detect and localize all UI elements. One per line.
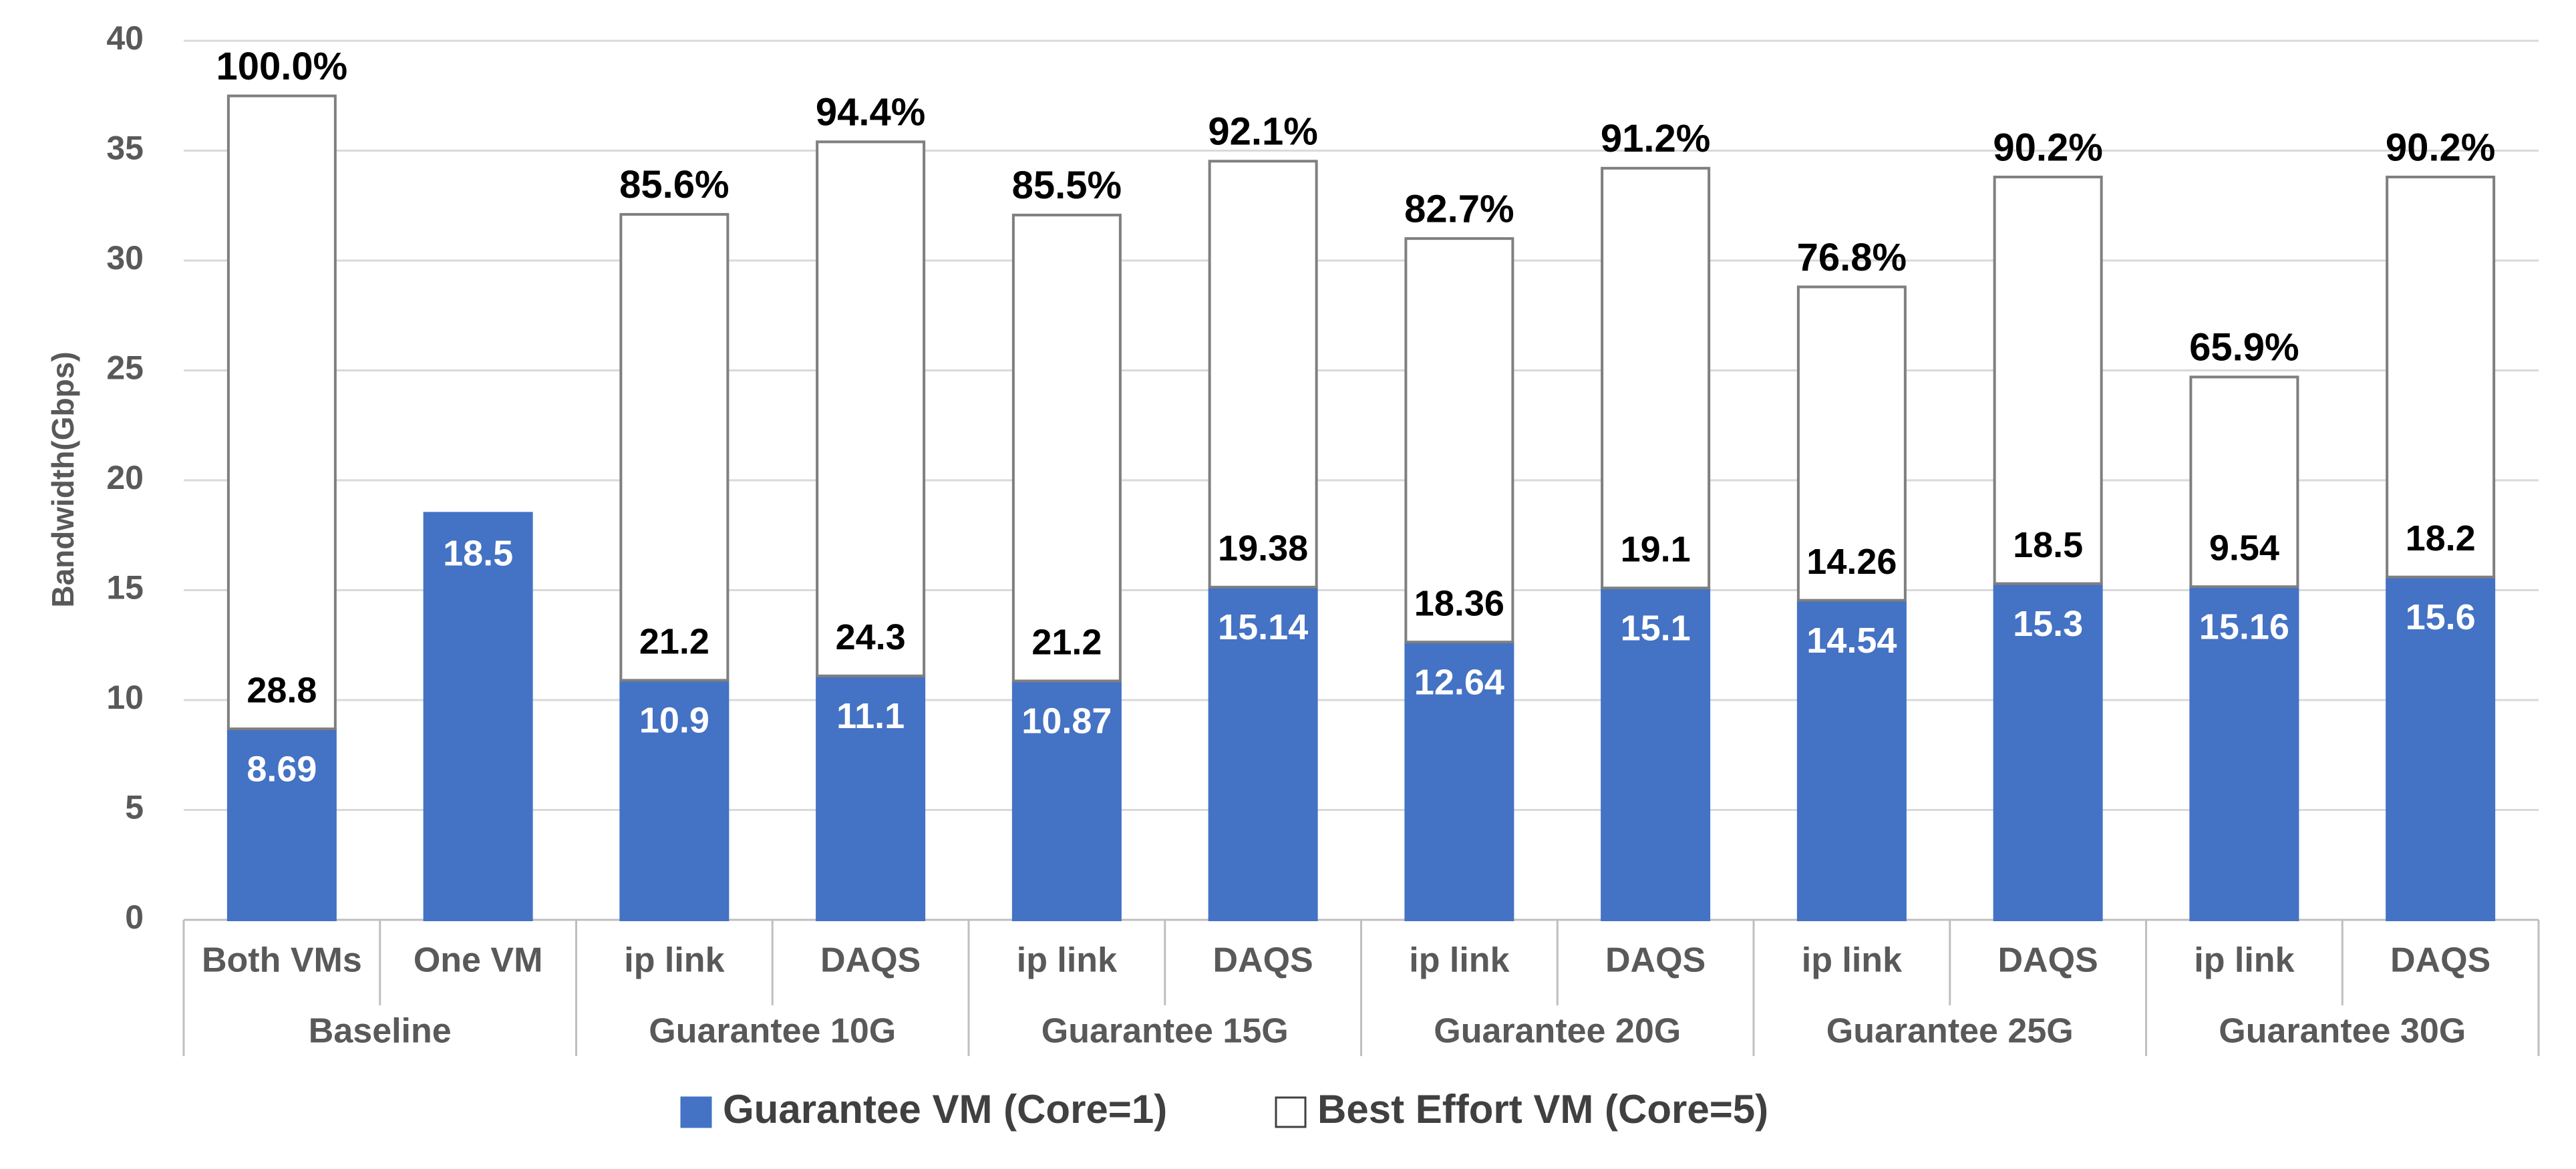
value-label: 15.1 xyxy=(1621,608,1691,648)
group-label: Baseline xyxy=(309,1012,452,1051)
x-tick-label: One VM xyxy=(414,941,543,980)
x-tick-label: DAQS xyxy=(820,941,921,980)
group-label: Guarantee 20G xyxy=(1434,1012,1681,1051)
bar-segment xyxy=(1796,285,1907,602)
value-label: 15.16 xyxy=(2199,607,2289,647)
value-label: 15.3 xyxy=(2013,604,2083,644)
total-label: 65.9% xyxy=(2189,326,2299,369)
bar-segment xyxy=(1601,587,1711,922)
x-tick-label: DAQS xyxy=(2390,941,2490,980)
total-label: 85.6% xyxy=(619,163,729,206)
value-label: 14.26 xyxy=(1806,542,1897,582)
bar-segment xyxy=(226,727,337,921)
total-label: 94.4% xyxy=(816,91,925,134)
x-tick-label: DAQS xyxy=(1605,941,1706,980)
value-label: 19.38 xyxy=(1218,528,1308,568)
bar-segment xyxy=(1208,585,1318,921)
value-label: 28.8 xyxy=(247,670,317,710)
bar-segment xyxy=(1011,679,1122,921)
value-label: 10.9 xyxy=(639,701,709,741)
value-label: 19.1 xyxy=(1621,529,1691,569)
y-tick-label: 5 xyxy=(125,789,144,826)
y-tick-label: 40 xyxy=(106,19,144,57)
y-tick-label: 0 xyxy=(125,898,144,936)
total-label: 76.8% xyxy=(1797,236,1907,279)
value-label: 10.87 xyxy=(1021,701,1112,741)
bar-segment xyxy=(1011,213,1122,683)
total-label: 85.5% xyxy=(1012,164,1122,207)
bar-segment xyxy=(2189,375,2299,589)
x-tick-label: ip link xyxy=(1017,941,1117,980)
bar-segment xyxy=(2386,175,2496,578)
value-label: 9.54 xyxy=(2209,528,2279,568)
legend-label: Guarantee VM (Core=1) xyxy=(723,1087,1167,1132)
bar-segment xyxy=(1208,160,1318,589)
bar-segment xyxy=(1601,166,1711,590)
group-label: Guarantee 30G xyxy=(2219,1012,2466,1051)
group-label: Guarantee 10G xyxy=(649,1012,896,1051)
value-label: 21.2 xyxy=(639,622,709,662)
legend-swatch xyxy=(680,1096,712,1128)
group-label: Guarantee 15G xyxy=(1041,1012,1289,1051)
legend-swatch xyxy=(1275,1096,1307,1128)
total-label: 82.7% xyxy=(1404,187,1514,230)
bar-segment xyxy=(2386,575,2496,921)
bar-segment xyxy=(1993,582,2103,921)
value-label: 18.5 xyxy=(443,534,513,574)
y-tick-label: 30 xyxy=(106,239,144,277)
bar-segment xyxy=(226,94,337,731)
bar-segment xyxy=(1796,599,1907,921)
y-tick-label: 25 xyxy=(106,349,144,387)
total-label: 100.0% xyxy=(216,45,348,88)
y-tick-label: 35 xyxy=(106,130,144,167)
y-tick-label: 10 xyxy=(106,679,144,716)
y-axis-title: Bandwidth(Gbps) xyxy=(45,351,80,607)
x-tick-label: DAQS xyxy=(1213,941,1313,980)
value-label: 15.14 xyxy=(1218,607,1308,647)
y-tick-label: 15 xyxy=(106,569,144,607)
total-label: 90.2% xyxy=(2386,126,2495,169)
value-label: 18.36 xyxy=(1414,583,1504,623)
x-tick-label: ip link xyxy=(624,941,724,980)
value-label: 11.1 xyxy=(836,696,905,736)
total-label: 91.2% xyxy=(1601,117,1710,160)
value-label: 8.69 xyxy=(247,749,317,789)
value-label: 18.5 xyxy=(2013,525,2083,565)
bar-segment xyxy=(816,140,926,677)
group-label: Guarantee 25G xyxy=(1826,1012,2074,1051)
y-tick-label: 20 xyxy=(106,459,144,496)
total-label: 90.2% xyxy=(1993,126,2102,169)
bar-segment xyxy=(619,679,730,921)
bar-segment xyxy=(1404,237,1514,644)
x-tick-label: ip link xyxy=(1409,941,1509,980)
bar-segment xyxy=(423,512,533,921)
x-tick-label: Both VMs xyxy=(202,941,362,980)
x-tick-label: ip link xyxy=(2194,941,2294,980)
bar-segment xyxy=(1404,641,1514,921)
x-tick-label: DAQS xyxy=(1998,941,2098,980)
value-label: 24.3 xyxy=(836,617,906,657)
bar-segment xyxy=(619,212,730,682)
value-label: 18.2 xyxy=(2406,518,2476,558)
bar-segment xyxy=(816,674,926,921)
x-tick-label: ip link xyxy=(1802,941,1902,980)
legend-label: Best Effort VM (Core=5) xyxy=(1317,1087,1768,1132)
value-label: 21.2 xyxy=(1031,623,1102,663)
value-label: 12.64 xyxy=(1414,662,1504,702)
bar-segment xyxy=(1993,175,2103,585)
value-label: 14.54 xyxy=(1806,621,1897,661)
total-label: 92.1% xyxy=(1208,110,1317,154)
value-label: 15.6 xyxy=(2406,597,2476,637)
